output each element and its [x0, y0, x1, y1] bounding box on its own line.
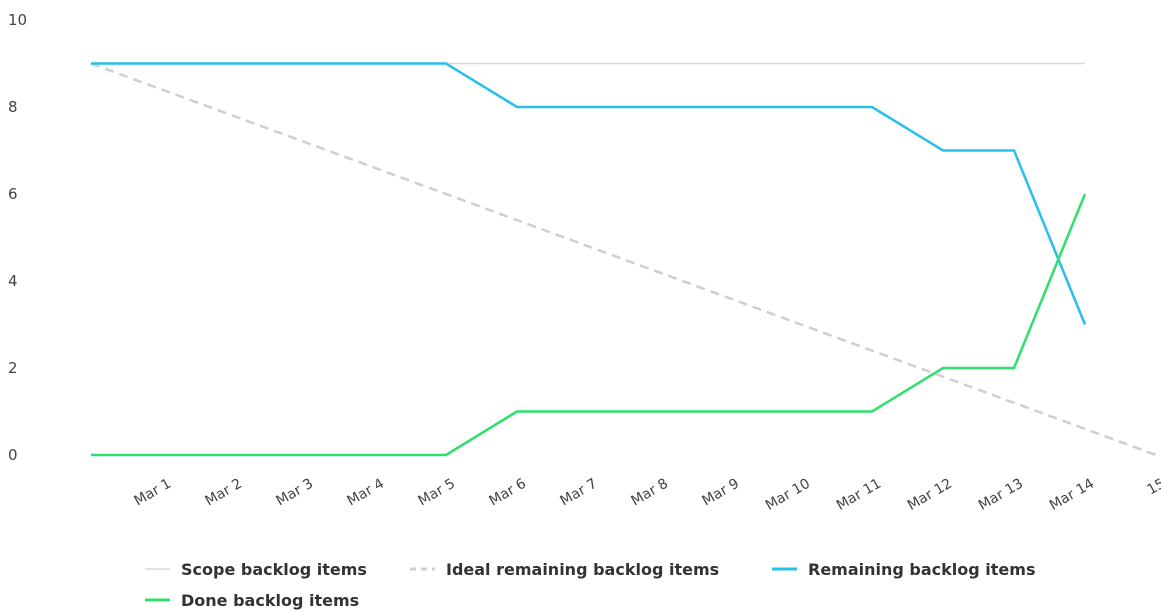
y-axis: 0 2 4 6 8 10: [8, 11, 27, 464]
legend-label: Remaining backlog items: [808, 560, 1035, 579]
series-line-ideal-remaining-backlog-items: [90, 62, 1157, 457]
y-tick-label: 10: [8, 11, 27, 29]
x-tick-label: Mar 5: [416, 476, 458, 510]
legend-item[interactable]: Remaining backlog items: [772, 560, 1035, 579]
x-tick-label: Mar 3: [274, 476, 316, 510]
x-tick-label: Mar 12: [905, 476, 955, 514]
legend-label: Ideal remaining backlog items: [446, 560, 719, 579]
y-tick-label: 4: [8, 272, 18, 290]
x-tick-label: Mar 2: [203, 476, 245, 510]
x-tick-label: Mar 1: [132, 476, 174, 510]
x-tick-label: Mar 8: [629, 476, 671, 510]
x-tick-label: Mar 6: [487, 476, 530, 510]
y-tick-label: 0: [8, 446, 18, 464]
legend-label: Scope backlog items: [181, 560, 367, 579]
legend-item[interactable]: Done backlog items: [145, 591, 359, 610]
x-tick-label: Mar 4: [345, 476, 388, 510]
y-tick-label: 6: [8, 185, 18, 203]
legend-item[interactable]: Ideal remaining backlog items: [410, 560, 719, 579]
x-tick-label: 15: [1145, 476, 1161, 499]
series-layer: [90, 62, 1157, 457]
y-tick-label: 8: [8, 98, 18, 116]
legend: Scope backlog items Ideal remaining backl…: [145, 560, 1035, 610]
legend-label: Done backlog items: [181, 591, 359, 610]
x-axis: Mar 1 Mar 2 Mar 3 Mar 4 Mar 5 Mar 6 Mar 7 Mar 8…: [132, 476, 1161, 514]
x-tick-label: Mar 10: [763, 476, 813, 514]
legend-item[interactable]: Scope backlog items: [145, 560, 367, 579]
x-tick-label: Mar 7: [558, 476, 600, 510]
x-tick-label: Mar 11: [834, 476, 884, 514]
series-line-remaining-backlog-items: [91, 62, 1087, 325]
x-tick-label: Mar 13: [976, 476, 1026, 514]
x-tick-label: Mar 9: [700, 476, 742, 510]
y-tick-label: 2: [8, 359, 18, 377]
x-tick-label: Mar 14: [1047, 476, 1097, 514]
series-line-done-backlog-items: [91, 193, 1087, 457]
